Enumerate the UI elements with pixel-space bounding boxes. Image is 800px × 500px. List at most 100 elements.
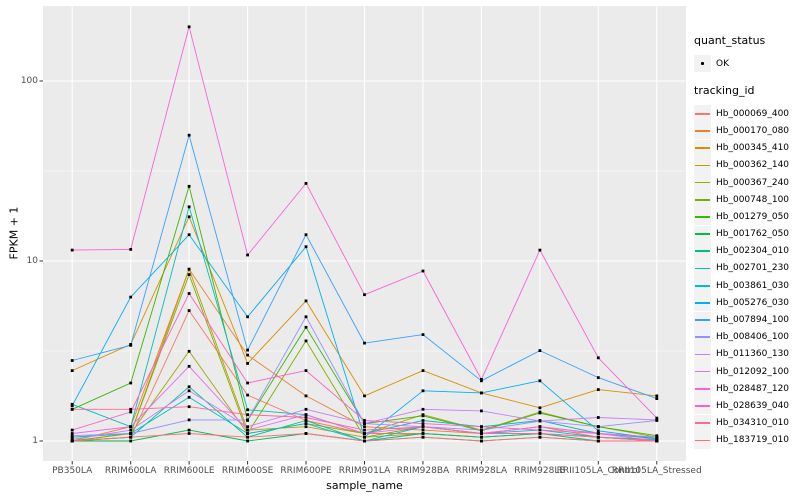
data-point — [538, 379, 542, 383]
y-tick-label: 1 — [32, 435, 38, 446]
data-point — [304, 394, 308, 398]
data-point — [421, 432, 425, 435]
legend-entry-label: Hb_028487_120 — [716, 383, 790, 394]
data-point — [187, 389, 191, 393]
legend-key-box — [694, 242, 711, 260]
x-tick-label: RRIM928LB — [514, 466, 566, 476]
x-tick-label: RRIM901LA — [338, 466, 391, 476]
data-point — [70, 435, 74, 439]
data-point — [304, 245, 308, 249]
line-swatch-icon — [695, 422, 710, 425]
data-point — [363, 435, 366, 439]
line-swatch-icon — [695, 216, 710, 218]
data-point — [304, 432, 308, 435]
data-point — [129, 248, 133, 251]
x-tick-label: RRIM928BA — [396, 466, 450, 476]
x-tick-label: RRIM600PE — [280, 466, 332, 476]
data-point — [304, 425, 308, 429]
data-point — [129, 295, 133, 299]
data-point — [70, 434, 74, 438]
data-point — [187, 405, 191, 409]
legend-entry: Hb_001279_050 — [694, 208, 798, 226]
data-point — [538, 411, 542, 415]
data-point — [187, 309, 191, 312]
data-point — [246, 418, 249, 422]
data-point — [363, 428, 366, 432]
data-point — [187, 292, 191, 295]
line-swatch-icon — [695, 233, 710, 235]
data-point — [304, 407, 308, 411]
data-point — [538, 349, 542, 352]
y-axis-title: FPKM + 1 — [7, 206, 21, 260]
data-point — [129, 435, 133, 439]
data-point — [129, 343, 133, 347]
data-point — [304, 419, 308, 422]
data-point — [70, 369, 74, 372]
data-point — [421, 407, 425, 411]
data-point — [363, 425, 366, 429]
data-point — [480, 391, 483, 395]
data-point — [596, 388, 600, 391]
data-point — [129, 425, 133, 429]
data-point — [246, 432, 249, 435]
data-point — [596, 439, 600, 443]
legend-entry-label: Hb_000345_410 — [716, 143, 790, 154]
line-swatch-icon — [695, 198, 710, 201]
data-point — [246, 253, 249, 257]
legend-entry-label: Hb_002304_010 — [716, 246, 790, 257]
data-point — [304, 233, 308, 237]
data-point — [187, 205, 191, 209]
x-axis-title: sample_name — [326, 479, 403, 492]
legend-entry: Hb_000748_100 — [694, 191, 798, 209]
data-point — [70, 407, 74, 411]
legend-entry-label: Hb_003861_030 — [716, 280, 790, 291]
legend-entry-label: Hb_001279_050 — [716, 211, 790, 222]
data-point — [538, 435, 542, 439]
legend: quant_status OK tracking_id Hb_000069_40… — [694, 34, 798, 449]
data-point — [304, 369, 308, 372]
data-point — [655, 439, 659, 443]
legend-entry-label: OK — [716, 58, 729, 69]
legend-entry-label: Hb_002701_230 — [716, 263, 790, 274]
legend-entry-label: Hb_001762_050 — [716, 229, 790, 240]
legend-key-box — [694, 328, 711, 346]
data-point — [70, 438, 74, 441]
line-swatch-icon — [695, 405, 710, 407]
data-point — [421, 422, 425, 425]
x-tick-label: RRII105LA_Control — [556, 466, 641, 476]
legend-entry: Hb_012092_100 — [694, 363, 798, 381]
data-point — [363, 394, 366, 398]
data-point — [655, 416, 659, 420]
data-point — [596, 435, 600, 439]
legend-key-box — [694, 105, 711, 123]
data-point — [421, 428, 425, 432]
data-point — [363, 439, 366, 443]
data-point — [304, 422, 308, 425]
legend-entry: Hb_011360_130 — [694, 345, 798, 363]
data-point — [187, 385, 191, 389]
x-tick-label: RRII105LA_Stressed — [611, 466, 702, 476]
legend-key-box — [694, 431, 711, 449]
legend-entry: Hb_000170_080 — [694, 122, 798, 140]
data-point — [187, 215, 191, 219]
legend-entry: Hb_005276_030 — [694, 294, 798, 312]
data-point — [187, 267, 191, 271]
x-tick-label: PB350LA — [52, 466, 93, 476]
data-point — [246, 381, 249, 385]
legend-key-box — [694, 414, 711, 432]
data-point — [596, 429, 600, 433]
legend-entry: Hb_000069_400 — [694, 105, 798, 123]
legend-entry: Hb_002701_230 — [694, 259, 798, 277]
data-point — [187, 349, 191, 353]
legend-key-box — [694, 156, 711, 174]
legend-key-box — [694, 294, 711, 312]
line-swatch-icon — [695, 284, 710, 287]
data-point — [129, 407, 133, 411]
legend-key-box — [694, 208, 711, 226]
data-point — [187, 364, 191, 368]
data-point — [596, 432, 600, 435]
data-point — [421, 414, 425, 418]
data-point — [246, 435, 249, 439]
